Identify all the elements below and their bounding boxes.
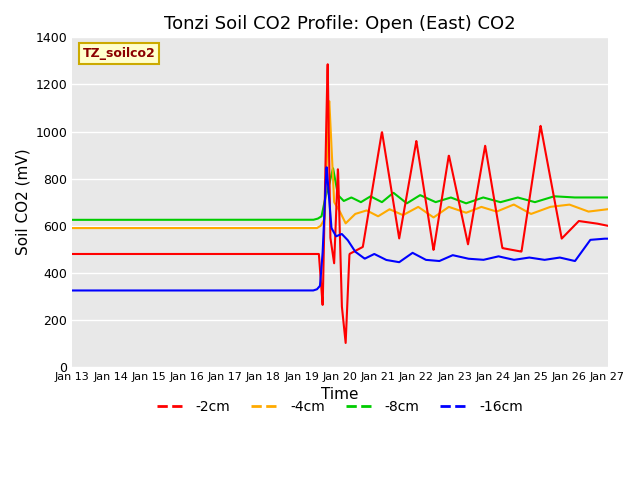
Line: -16cm: -16cm: [72, 167, 607, 290]
-8cm: [96, 217, 104, 223]
-8cm: [604, 194, 611, 200]
-2cm: [342, 340, 349, 346]
-16cm: [329, 228, 337, 233]
-16cm: [323, 164, 330, 170]
-4cm: [329, 171, 337, 177]
X-axis label: Time: Time: [321, 387, 358, 402]
-4cm: [326, 98, 333, 104]
-16cm: [96, 288, 104, 293]
-2cm: [604, 223, 611, 228]
-4cm: [490, 208, 498, 214]
-16cm: [604, 236, 611, 241]
-4cm: [314, 224, 322, 230]
-8cm: [588, 194, 596, 200]
-16cm: [588, 237, 596, 242]
Title: Tonzi Soil CO2 Profile: Open (East) CO2: Tonzi Soil CO2 Profile: Open (East) CO2: [164, 15, 516, 33]
-8cm: [329, 166, 337, 171]
-2cm: [589, 220, 596, 226]
-4cm: [68, 225, 76, 231]
-16cm: [588, 237, 596, 242]
-8cm: [329, 167, 337, 173]
Legend: -2cm, -4cm, -8cm, -16cm: -2cm, -4cm, -8cm, -16cm: [151, 394, 529, 420]
-2cm: [329, 252, 337, 257]
-4cm: [588, 208, 596, 214]
-2cm: [324, 61, 332, 67]
-4cm: [96, 225, 104, 231]
-2cm: [96, 251, 104, 257]
-4cm: [604, 206, 611, 212]
-4cm: [588, 208, 596, 214]
Text: TZ_soilco2: TZ_soilco2: [83, 47, 156, 60]
-2cm: [490, 197, 498, 203]
Line: -8cm: -8cm: [72, 168, 607, 220]
Line: -2cm: -2cm: [72, 64, 607, 343]
-16cm: [68, 288, 76, 293]
-8cm: [314, 216, 322, 221]
-16cm: [314, 285, 322, 290]
-8cm: [490, 198, 498, 204]
-16cm: [490, 254, 498, 260]
-8cm: [68, 217, 76, 223]
Y-axis label: Soil CO2 (mV): Soil CO2 (mV): [15, 149, 30, 255]
-2cm: [314, 251, 322, 257]
-2cm: [588, 220, 596, 226]
Line: -4cm: -4cm: [72, 101, 607, 228]
-2cm: [68, 251, 76, 257]
-8cm: [588, 194, 596, 200]
